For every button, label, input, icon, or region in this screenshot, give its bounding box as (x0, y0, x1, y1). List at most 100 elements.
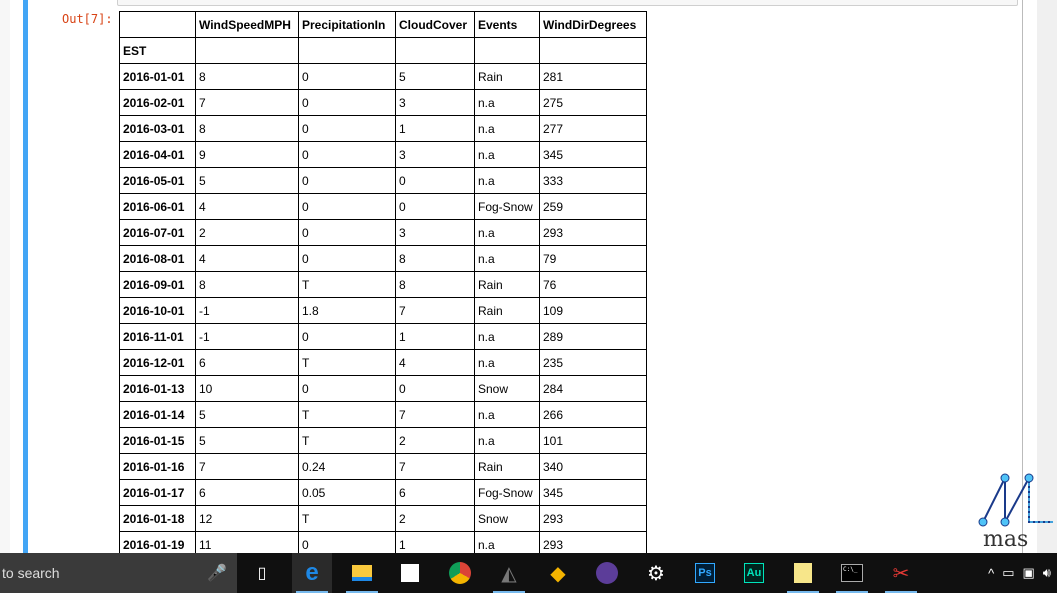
table-cell: 7 (395, 453, 475, 480)
table-cell: 0 (298, 167, 396, 194)
table-cell: 4 (195, 245, 299, 272)
left-margin (0, 0, 10, 553)
empty-cell (539, 37, 647, 64)
notebook-area: Out[7]: WindSpeedMPH PrecipitationIn Cloud… (0, 0, 1057, 558)
table-row: 2016-01-14 5 T 7 n.a 266 (119, 401, 647, 428)
table-cell: n.a (474, 323, 540, 350)
table-cell: 0 (298, 141, 396, 168)
table-cell: 5 (195, 167, 299, 194)
column-header: WindDirDegrees (539, 11, 647, 38)
table-cell: T (298, 505, 396, 532)
table-cell: 277 (539, 115, 647, 142)
column-header: Events (474, 11, 540, 38)
table-cell: 1 (395, 323, 475, 350)
table-cell: 6 (195, 349, 299, 376)
table-cell: n.a (474, 115, 540, 142)
index-name: EST (119, 37, 196, 64)
table-cell: 7 (195, 453, 299, 480)
selected-cell-indicator (23, 0, 28, 553)
table-cell: 266 (539, 401, 647, 428)
table-row: 2016-10-01 -1 1.8 7 Rain 109 (119, 297, 647, 324)
table-cell: 8 (195, 63, 299, 90)
table-cell: 8 (395, 245, 475, 272)
table-cell: 7 (395, 401, 475, 428)
table-cell: 8 (395, 271, 475, 298)
table-row: 2016-01-16 7 0.24 7 Rain 340 (119, 453, 647, 480)
column-header: PrecipitationIn (298, 11, 396, 38)
cell-border (1022, 0, 1023, 553)
table-cell: 12 (195, 505, 299, 532)
table-cell: 2 (395, 505, 475, 532)
table-cell: n.a (474, 219, 540, 246)
table-cell: 6 (395, 479, 475, 506)
atom-icon[interactable]: ◭ (489, 553, 529, 593)
table-row: 2016-03-01 8 0 1 n.a 277 (119, 115, 647, 142)
table-cell: 289 (539, 323, 647, 350)
file-explorer-icon[interactable] (342, 553, 382, 593)
scrollbar[interactable] (1037, 0, 1057, 553)
git-icon[interactable]: ◆ (550, 562, 566, 585)
output-prompt: Out[7]: (62, 12, 113, 26)
au-label: Au (744, 563, 764, 583)
table-cell: Snow (474, 505, 540, 532)
table-cell: 259 (539, 193, 647, 220)
table-cell: 7 (395, 297, 475, 324)
task-view-icon[interactable]: ▯ (257, 565, 267, 582)
table-cell: 293 (539, 505, 647, 532)
chrome-icon[interactable] (440, 553, 480, 593)
empty-cell (395, 37, 475, 64)
header-row: WindSpeedMPH PrecipitationIn CloudCover Eve… (119, 11, 647, 38)
table-cell: 1.8 (298, 297, 396, 324)
row-index: 2016-01-13 (119, 375, 196, 402)
table-row: 2016-01-15 5 T 2 n.a 101 (119, 427, 647, 454)
row-index: 2016-03-01 (119, 115, 196, 142)
table-cell: 340 (539, 453, 647, 480)
table-cell: 2 (395, 427, 475, 454)
search-box[interactable]: to search (0, 553, 237, 593)
table-row: 2016-05-01 5 0 0 n.a 333 (119, 167, 647, 194)
table-cell: 284 (539, 375, 647, 402)
table-row: 2016-12-01 6 T 4 n.a 235 (119, 349, 647, 376)
table-cell: n.a (474, 167, 540, 194)
cmd-icon[interactable]: C:\_ (832, 553, 872, 593)
empty-cell (474, 37, 540, 64)
table-cell: 3 (395, 89, 475, 116)
microphone-icon[interactable]: 🎤 (207, 565, 227, 582)
input-cell[interactable] (117, 0, 1018, 6)
table-cell: 345 (539, 141, 647, 168)
edge-icon[interactable]: e (292, 553, 332, 593)
empty-cell (298, 37, 396, 64)
network-icon[interactable]: ▣ (1022, 565, 1035, 580)
table-row: 2016-04-01 9 0 3 n.a 345 (119, 141, 647, 168)
table-cell: 0 (395, 193, 475, 220)
photoshop-icon[interactable]: Ps (685, 553, 725, 593)
battery-icon[interactable]: ▭ (1002, 565, 1015, 580)
settings-icon[interactable]: ⚙ (647, 562, 665, 585)
table-cell: Rain (474, 63, 540, 90)
row-index: 2016-01-18 (119, 505, 196, 532)
column-header (119, 11, 196, 38)
snipping-tool-icon[interactable]: ✂ (881, 553, 921, 593)
table-cell: 235 (539, 349, 647, 376)
table-cell: 0 (298, 115, 396, 142)
table-cell: -1 (195, 297, 299, 324)
row-index: 2016-08-01 (119, 245, 196, 272)
table-row: 2016-09-01 8 T 8 Rain 76 (119, 271, 647, 298)
eclipse-icon[interactable] (587, 553, 627, 593)
sticky-notes-icon[interactable] (783, 553, 823, 593)
table-cell: 345 (539, 479, 647, 506)
ps-label: Ps (695, 563, 715, 583)
table-cell: 333 (539, 167, 647, 194)
table-row: 2016-06-01 4 0 0 Fog-Snow 259 (119, 193, 647, 220)
index-name-row: EST (119, 37, 647, 64)
audition-icon[interactable]: Au (734, 553, 774, 593)
chevron-up-icon[interactable]: ^ (988, 565, 995, 581)
volume-icon[interactable]: 🔊︎ (1042, 565, 1051, 580)
row-index: 2016-09-01 (119, 271, 196, 298)
table-cell: 1 (395, 115, 475, 142)
table-cell: 2 (195, 219, 299, 246)
row-index: 2016-05-01 (119, 167, 196, 194)
store-icon[interactable] (390, 553, 430, 593)
column-header: CloudCover (395, 11, 475, 38)
column-header: WindSpeedMPH (195, 11, 299, 38)
